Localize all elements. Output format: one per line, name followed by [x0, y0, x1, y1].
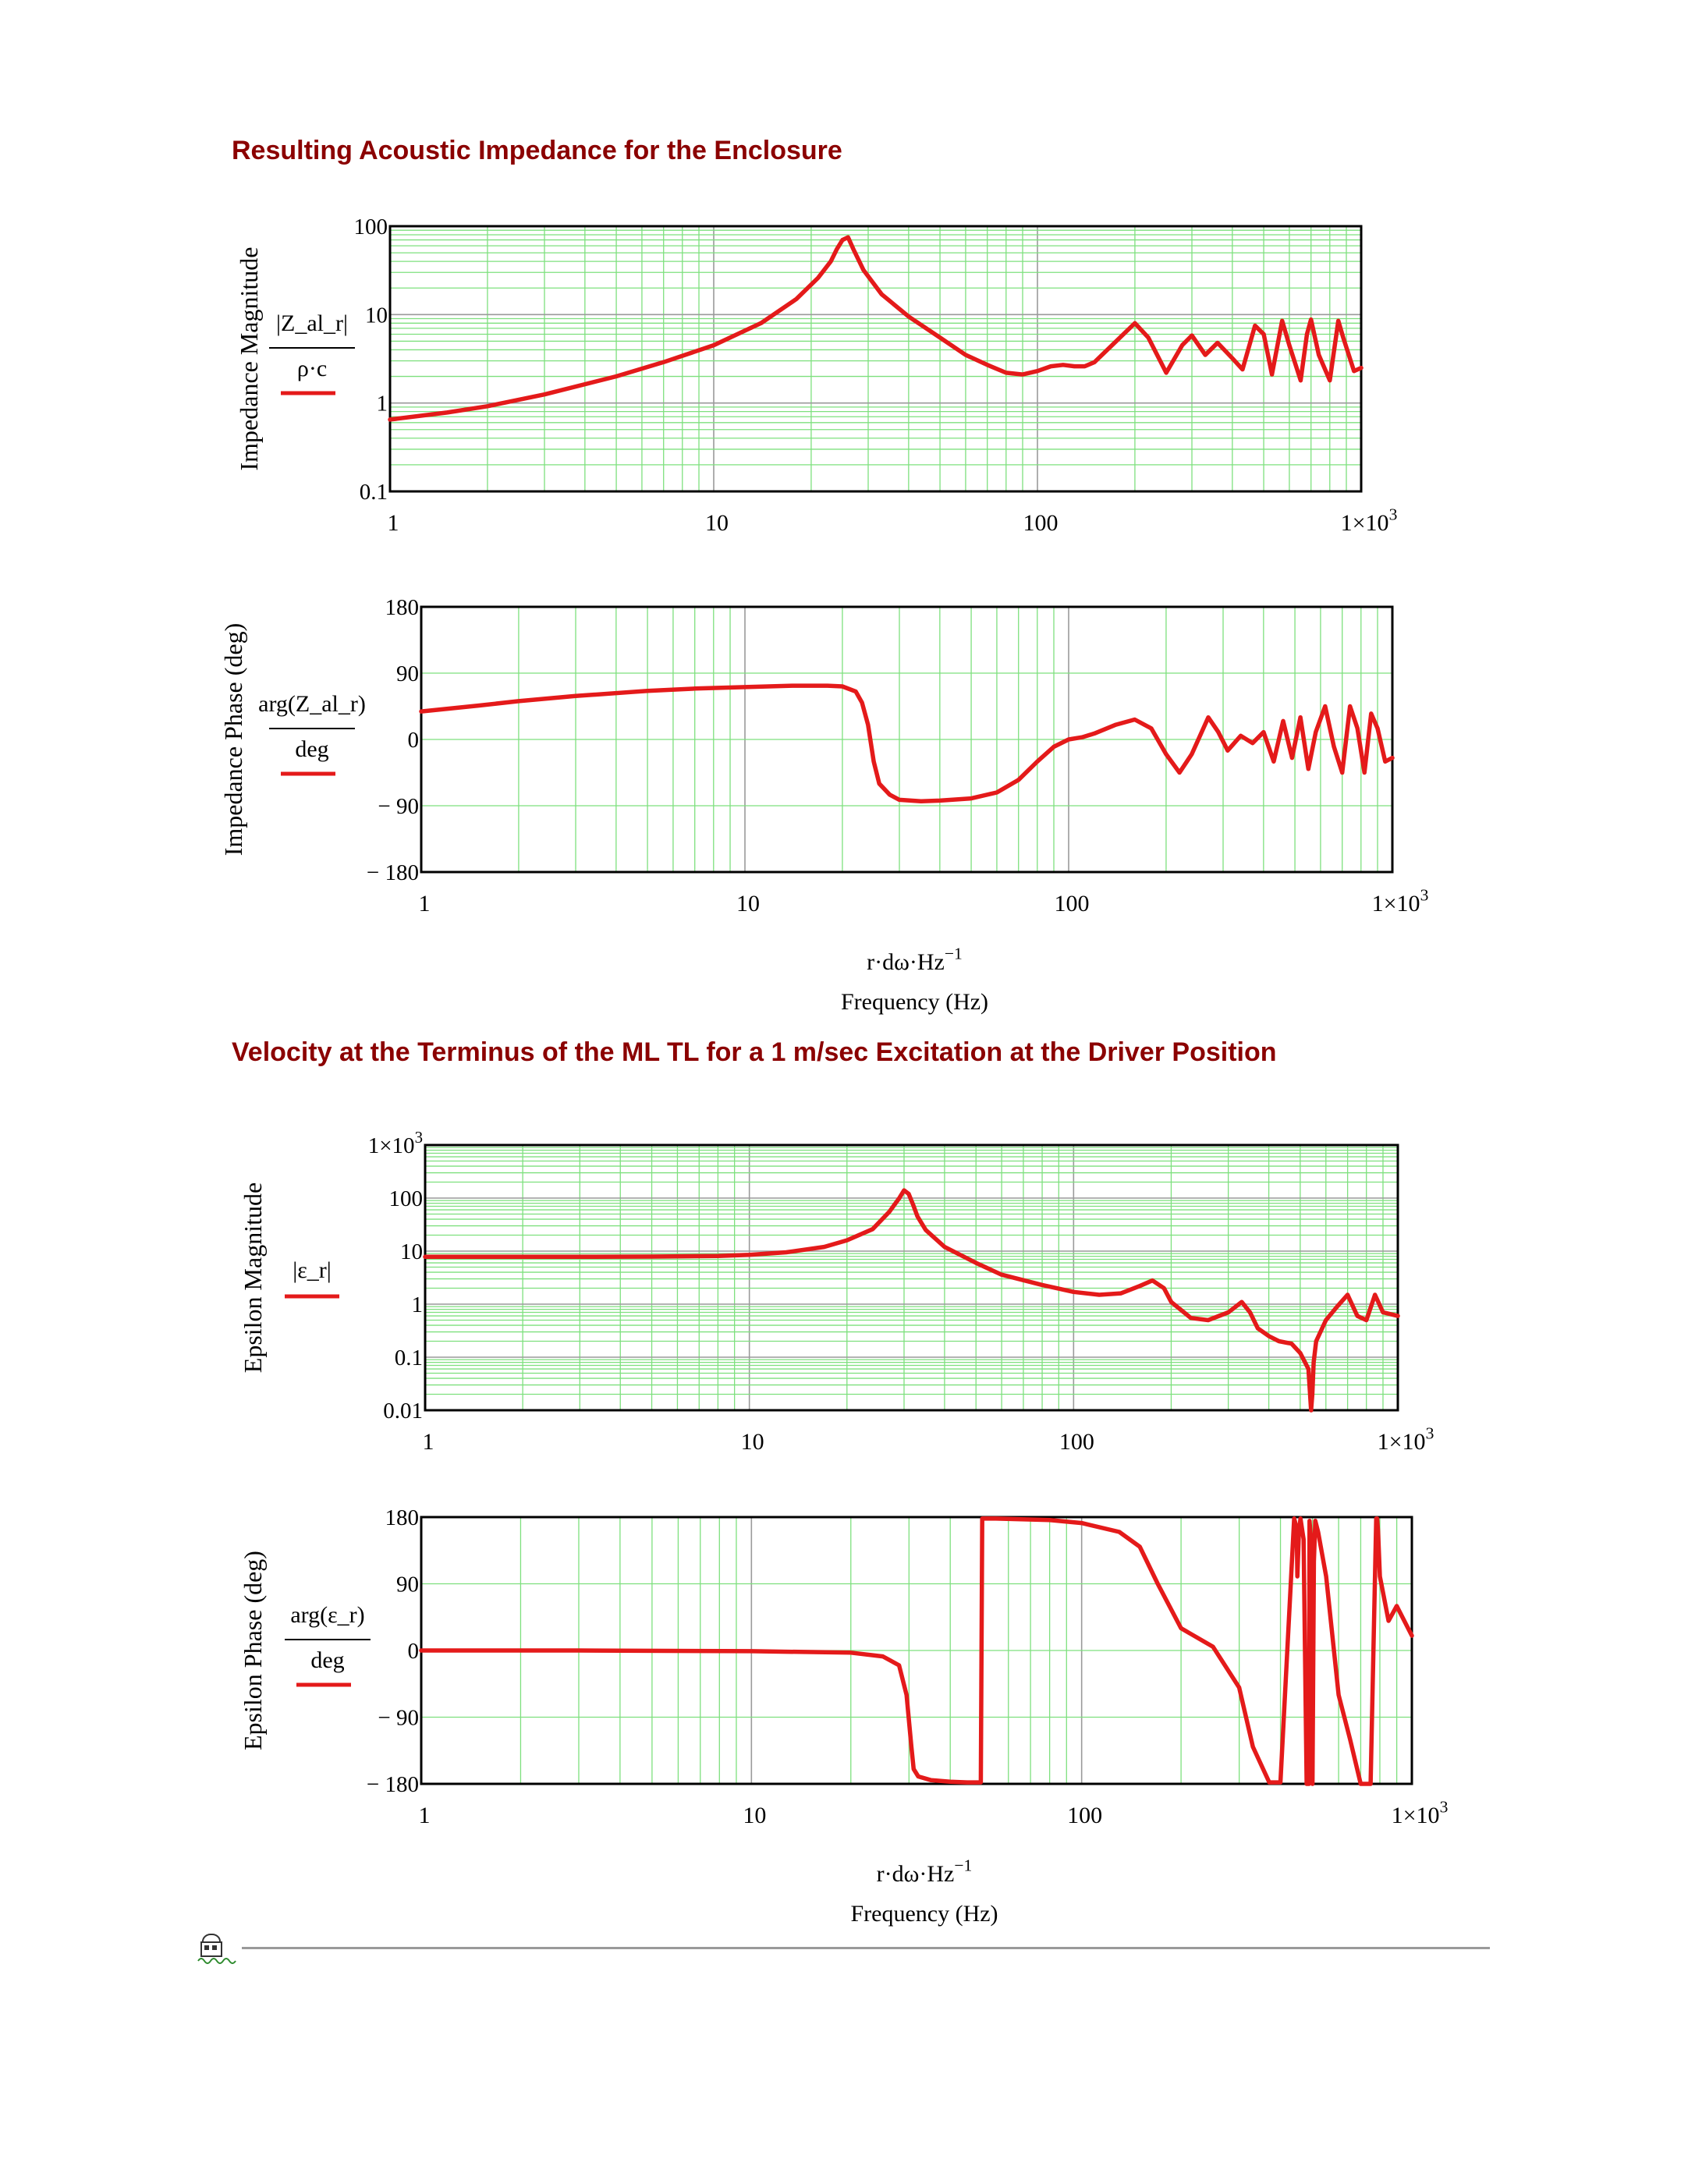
y-tick-label: 100	[354, 214, 388, 239]
y-tick-label: 180	[385, 1505, 420, 1530]
x-tick-label: 10	[743, 1803, 766, 1828]
y-tick-label: 100	[389, 1186, 424, 1211]
y-tick-label: 0	[408, 728, 420, 753]
y-tick-label: 180	[385, 595, 420, 620]
footer-divider	[242, 1947, 1490, 1949]
y-tick-label: − 90	[378, 1706, 419, 1731]
series-line	[388, 235, 1364, 422]
x-tick-label: 100	[1059, 1429, 1094, 1455]
series-line	[419, 683, 1395, 804]
expr-denominator: ρ·c	[297, 356, 327, 381]
x-tick-label: 1×103	[1378, 1424, 1434, 1455]
x-axis-label: Frequency (Hz)	[841, 989, 988, 1015]
y-tick-label: 90	[396, 661, 419, 686]
x-tick-label: 1	[388, 510, 399, 536]
expr-numerator: arg(ε_r)	[290, 1602, 364, 1628]
expr-numerator: arg(Z_al_r)	[258, 691, 366, 717]
expr-denominator: deg	[310, 1647, 344, 1673]
expr-numerator: |Z_al_r|	[276, 310, 348, 336]
x-tick-label: 100	[1055, 891, 1090, 916]
y-tick-label: − 180	[367, 860, 419, 885]
y-tick-label: 0.1	[360, 480, 388, 505]
x-tick-label: 100	[1023, 510, 1059, 536]
series-line	[419, 1516, 1414, 1786]
x-tick-label: 1	[423, 1429, 434, 1455]
series-line	[423, 1188, 1400, 1413]
x-tick-label: 1	[419, 1803, 431, 1828]
plot-frame	[424, 1143, 1399, 1412]
y-tick-label: 10	[365, 303, 388, 328]
x-tick-label: 100	[1067, 1803, 1102, 1828]
x-tick-label: 1×103	[1372, 886, 1429, 917]
x-tick-label: 1×103	[1392, 1798, 1449, 1829]
y-tick-label: 1	[377, 392, 388, 417]
x-axis-label: Frequency (Hz)	[850, 1901, 998, 1927]
x-axis-expression: r·dω·Hz−1	[877, 1856, 973, 1888]
x-tick-label: 10	[705, 510, 729, 536]
y-tick-label: 10	[400, 1239, 423, 1264]
expr-denominator: deg	[295, 736, 328, 762]
y-axis-label: Impedance Phase (deg)	[219, 623, 247, 856]
plot-frame	[420, 605, 1394, 874]
y-tick-label: − 90	[378, 794, 419, 819]
expr-numerator: |ε_r|	[293, 1257, 332, 1283]
x-tick-label: 10	[736, 891, 760, 916]
section-title-impedance: Resulting Acoustic Impedance for the Enc…	[232, 136, 842, 165]
y-axis-label: Impedance Magnitude	[235, 247, 263, 471]
y-tick-label: − 180	[367, 1772, 419, 1797]
y-tick-label: 0.1	[395, 1346, 423, 1370]
x-tick-label: 1	[419, 891, 431, 916]
x-axis-expression: r·dω·Hz−1	[867, 945, 963, 976]
y-axis-label: Epsilon Phase (deg)	[239, 1551, 267, 1750]
x-tick-label: 1×103	[1341, 505, 1398, 537]
y-axis-label: Epsilon Magnitude	[239, 1182, 267, 1373]
y-tick-label: 90	[396, 1572, 419, 1597]
y-tick-label: 0.01	[383, 1399, 423, 1424]
plot-frame	[388, 225, 1363, 493]
x-tick-label: 10	[741, 1429, 764, 1455]
section-title-velocity: Velocity at the Terminus of the ML TL fo…	[232, 1037, 1277, 1067]
y-tick-label: 1×103	[368, 1128, 423, 1158]
y-tick-label: 0	[408, 1639, 420, 1664]
y-tick-label: 1	[412, 1292, 424, 1317]
region-lock-icon	[197, 1934, 236, 1964]
